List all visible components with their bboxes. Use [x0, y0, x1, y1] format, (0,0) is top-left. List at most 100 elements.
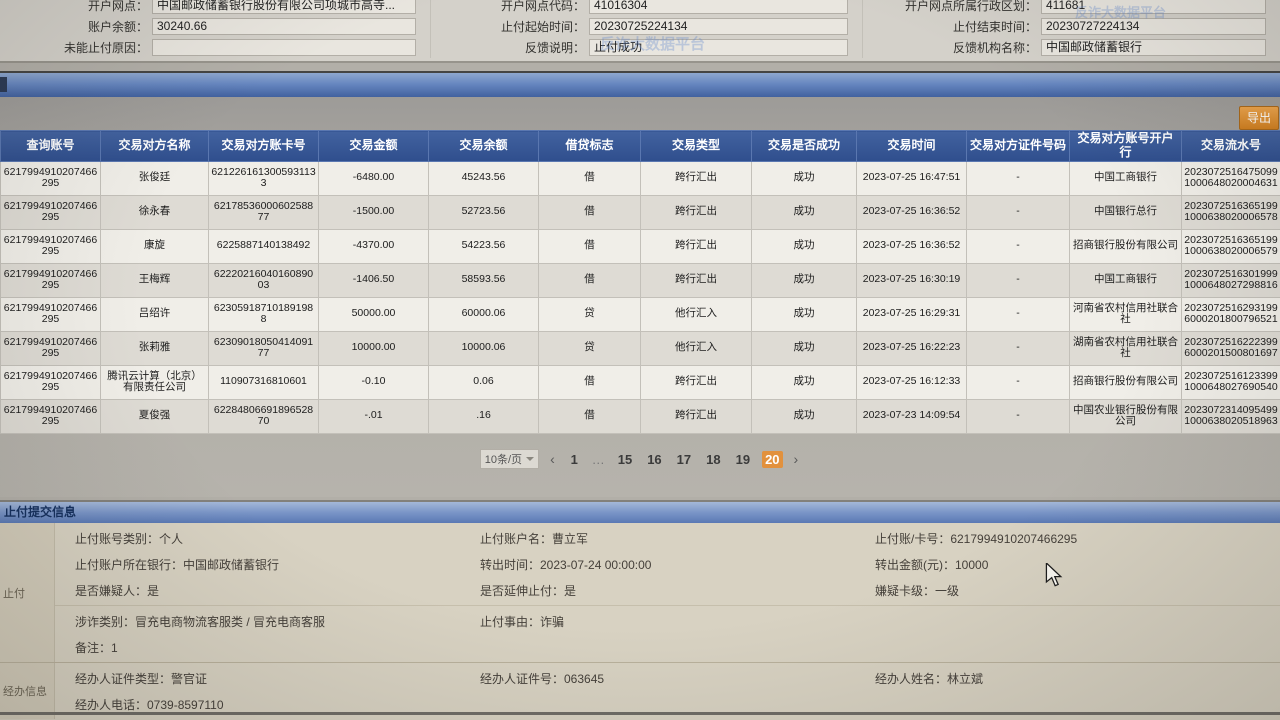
page-number-20[interactable]: 20: [762, 450, 783, 468]
table-cell: 0.06: [428, 364, 539, 400]
account-field: 止付起始时间： 20230725224134: [430, 16, 862, 37]
detail-field: 止付账号类别：个人: [75, 531, 184, 546]
field-row: 备注：1: [55, 634, 1280, 660]
panel-bottom-edge: [0, 712, 1280, 715]
field-value-box[interactable]: 20230725224134: [589, 18, 848, 35]
table-cell: -: [966, 228, 1070, 264]
account-field: 反馈说明： 止付成功: [430, 37, 862, 58]
chevron-down-icon: [526, 457, 535, 461]
table-cell: 他行汇入: [640, 330, 752, 366]
account-field: 未能止付原因：: [0, 37, 430, 58]
transactions-table: 查询账号 交易对方名称 交易对方账卡号 交易金额 交易余额 借贷标志 交易类型 交易是否成功交…: [0, 130, 1280, 434]
stop-payment-panel: 止付 止付账号类别：个人 止付账户名：曹立军 止付账/卡号：6217994910207…: [0, 523, 1280, 720]
field-block: 止付账号类别：个人 止付账户名：曹立军 止付账/卡号：621799491020746…: [55, 523, 1280, 606]
column-header: 查询账号: [0, 130, 101, 162]
field-row: 经办人证件类型：警官证 经办人证件号：063645 经办人姓名：林立斌: [55, 665, 1280, 691]
page-number-19[interactable]: 19: [735, 451, 751, 467]
table-cell: 6228480669189652870: [208, 398, 319, 434]
prev-page-button[interactable]: ‹: [550, 451, 555, 467]
page-size-select[interactable]: 10条/页: [479, 449, 540, 469]
detail-field: 涉诈类别：冒充电商物流客服类 / 冒充电商客服: [75, 614, 326, 629]
detail-group: 经办信息 经办人证件类型：警官证 经办人证件号：063645 经办人姓名：林立斌 经办人…: [0, 663, 1280, 719]
table-cell: -: [966, 330, 1070, 366]
page-ellipsis: …: [591, 451, 606, 467]
field-value-box[interactable]: 中国邮政储蓄银行: [1041, 39, 1266, 56]
page-number-15[interactable]: 15: [617, 451, 633, 467]
column-header: 交易余额: [428, 130, 539, 162]
table-header-row: 查询账号 交易对方名称 交易对方账卡号 交易金额 交易余额 借贷标志 交易类型 交易是否成功交…: [0, 130, 1280, 162]
table-row: 6217994910207466295 夏俊强 622848066918965287…: [0, 398, 1280, 434]
field-value-box[interactable]: [152, 39, 416, 56]
table-cell: -6480.00: [318, 160, 429, 196]
table-row: 6217994910207466295 吕绍许 623059187101891988…: [0, 296, 1280, 332]
column-header: 交易对方证件号码: [966, 130, 1070, 162]
field-label: 开户网点所属行政区划：: [904, 0, 1037, 13]
table-cell: 湖南省农村信用社联合社: [1069, 330, 1182, 366]
table-cell: 夏俊强: [100, 398, 209, 434]
page-number-16[interactable]: 16: [647, 451, 662, 467]
page-number-18[interactable]: 18: [706, 451, 721, 467]
detail-field: 经办人证件类型：警官证: [75, 671, 208, 686]
table-cell: 20230723140954991000638020518963: [1181, 398, 1280, 434]
table-cell: 招商银行股份有限公司: [1069, 364, 1182, 400]
table-cell: 中国银行总行: [1069, 194, 1182, 230]
table-cell: 中国工商银行: [1069, 160, 1182, 196]
next-page-button[interactable]: ›: [793, 451, 799, 467]
account-field: 开户网点： 中国邮政储蓄银行股份有限公司项城市高寺...: [0, 0, 430, 16]
field-label: 开户网点：: [87, 0, 148, 13]
table-cell: 2023-07-25 16:29:31: [856, 296, 967, 332]
field-label: 止付结束时间：: [952, 20, 1037, 34]
field-row: 止付账号类别：个人 止付账户名：曹立军 止付账/卡号：621799491020746…: [55, 525, 1280, 551]
table-cell: 20230725162223996000201500801697: [1181, 330, 1280, 366]
table-cell: 52723.56: [428, 194, 539, 230]
table-cell: 6225887140138492: [208, 228, 319, 264]
field-value-box[interactable]: 20230727224134: [1041, 18, 1266, 35]
table-cell: 60000.06: [428, 296, 539, 332]
table-cell: 贷: [538, 330, 641, 366]
table-cell: 跨行汇出: [640, 194, 752, 230]
table-cell: 张莉雅: [100, 330, 209, 366]
table-cell: 借: [538, 262, 641, 298]
field-value-box[interactable]: 止付成功: [589, 39, 848, 56]
table-cell: 6217994910207466295: [0, 194, 101, 230]
field-value-box[interactable]: 30240.66: [152, 18, 416, 35]
detail-field: 止付事由：诈骗: [480, 614, 565, 629]
section-divider-bar: [0, 71, 1280, 97]
detail-field: 经办人证件号：063645: [480, 671, 605, 686]
table-cell: -: [966, 364, 1070, 400]
field-block: 经办人证件类型：警官证 经办人证件号：063645 经办人姓名：林立斌 经办人电话：0…: [55, 663, 1280, 719]
table-cell: 借: [538, 194, 641, 230]
detail-field: 转出金额(元)：10000: [875, 557, 989, 572]
table-cell: 20230725164750991000648020004631: [1181, 160, 1280, 196]
table-cell: 20230725163019991000648027298816: [1181, 262, 1280, 298]
detail-field: 止付账户所在银行：中国邮政储蓄银行: [75, 557, 280, 572]
table-cell: 跨行汇出: [640, 364, 752, 400]
group-rail-label: 经办信息: [0, 663, 55, 719]
column-header: 交易对方账号开户行: [1069, 130, 1182, 162]
table-cell: 成功: [751, 364, 857, 400]
detail-field: 止付账/卡号：6217994910207466295: [875, 531, 1078, 546]
field-row: 是否嫌疑人：是 是否延伸止付：是 嫌疑卡级：一级: [55, 577, 1280, 603]
column-header: 借贷标志: [538, 130, 641, 162]
table-row: 6217994910207466295 腾讯云计算（北京）有限责任公司 110907…: [0, 364, 1280, 400]
table-cell: 张俊廷: [100, 160, 209, 196]
field-row: 止付账户所在银行：中国邮政储蓄银行 转出时间：2023-07-24 00:00:0…: [55, 551, 1280, 577]
table-cell: 110907316810601: [208, 364, 319, 400]
transactions-section: 导出 查询账号 交易对方名称 交易对方账卡号 交易金额 交易余额 借贷标志 交易类型 交易是否…: [0, 97, 1280, 497]
table-cell: 徐永春: [100, 194, 209, 230]
detail-field: 是否延伸止付：是: [480, 583, 577, 598]
field-value-box[interactable]: 41016304: [589, 0, 848, 14]
field-value-box[interactable]: 411681: [1041, 0, 1266, 14]
page-number-1[interactable]: 1: [570, 451, 578, 467]
export-button[interactable]: 导出: [1238, 106, 1279, 130]
table-cell: 6217853600060258877: [208, 194, 319, 230]
field-label: 账户余额：: [87, 20, 148, 34]
column-header: 交易是否成功: [751, 130, 857, 162]
table-cell: 623059187101891988: [208, 296, 319, 332]
page-number-17[interactable]: 17: [676, 451, 692, 467]
field-row: 经办人电话：0739-8597110: [55, 691, 1280, 717]
table-cell: -1500.00: [318, 194, 429, 230]
account-field: 开户网点所属行政区划： 411681: [862, 0, 1280, 16]
field-value-box[interactable]: 中国邮政储蓄银行股份有限公司项城市高寺...: [152, 0, 416, 14]
table-cell: 中国工商银行: [1069, 262, 1182, 298]
